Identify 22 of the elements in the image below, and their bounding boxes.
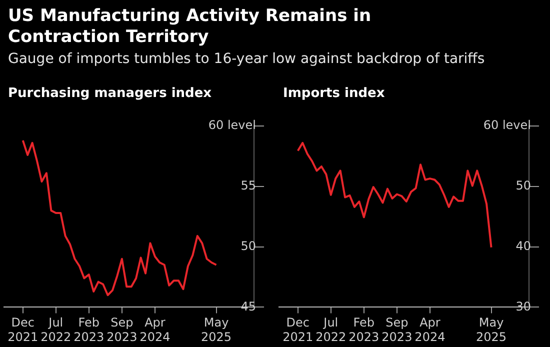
x-tick-label: Sep 2023 (382, 316, 412, 344)
x-tick-label: Sep 2023 (106, 316, 138, 344)
y-tick-label: 50 (240, 238, 256, 253)
x-tick-label: Dec 2021 (8, 316, 38, 344)
x-tick-label: Jul 2022 (316, 316, 346, 344)
x-tick-label: Jul 2022 (40, 316, 72, 344)
y-tick-label: 55 (240, 178, 256, 193)
x-tick-label: May 2025 (200, 316, 232, 344)
y-axis-title: Purchasing managers index (7, 86, 213, 103)
y-axis-title: Imports index (282, 86, 386, 103)
y-tick-label: 40 (516, 238, 531, 253)
x-tick-label: Feb 2023 (74, 316, 104, 344)
y-tick-label: 50 (516, 178, 531, 193)
y-tick-label: 60 level (483, 118, 531, 132)
y-tick-label: 60 level (208, 118, 256, 132)
x-tick-label: Apr 2024 (414, 316, 446, 344)
x-tick-label: Apr 2024 (140, 316, 170, 344)
x-tick-label: Feb 2023 (348, 316, 380, 344)
x-tick-label: Dec 2021 (282, 316, 314, 344)
x-tick-label: May 2025 (476, 316, 507, 344)
chart-subtitle: Gauge of imports tumbles to 16-year low against backdrop of tariffs (8, 50, 486, 68)
chart-title: US Manufacturing Activity Remains in Contraction Territory (8, 6, 372, 48)
